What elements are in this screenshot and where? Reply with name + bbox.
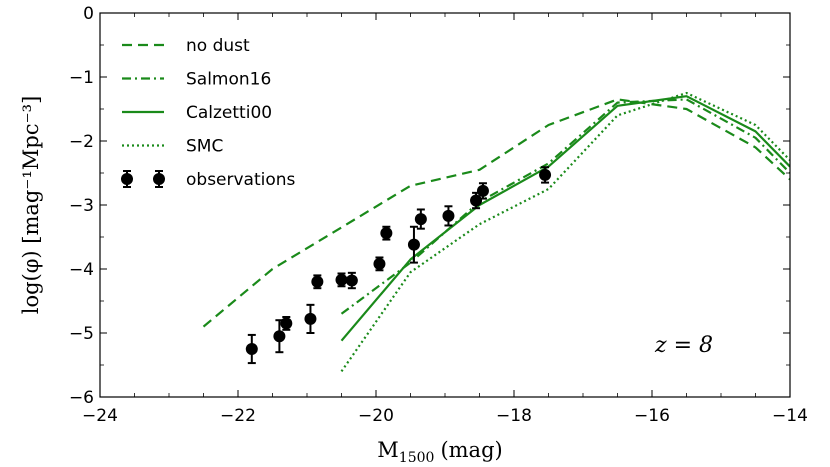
y-tick-label: −6 xyxy=(69,388,94,408)
x-tick-label: −20 xyxy=(358,406,394,426)
y-tick-label: −1 xyxy=(69,68,94,88)
observation-point xyxy=(280,317,293,330)
legend-marker xyxy=(121,173,133,185)
y-axis-label: log(φ) [mag⁻¹Mpc⁻³] xyxy=(19,96,43,315)
observation-point xyxy=(311,275,324,288)
series-line-calzetti00 xyxy=(340,95,790,342)
series-line-smc xyxy=(340,91,790,373)
observation-point xyxy=(442,209,455,222)
x-axis-label-unit: (mag) xyxy=(440,438,502,462)
observation-point xyxy=(414,213,427,226)
x-axis-label: M1500 (mag) xyxy=(377,438,502,466)
observation-point xyxy=(470,194,483,207)
observation-point xyxy=(273,330,286,343)
series-line-salmon16 xyxy=(340,98,790,315)
observation-point xyxy=(476,184,489,197)
legend-label: SMC xyxy=(186,137,223,157)
legend-label: Salmon16 xyxy=(186,70,271,90)
series-layer xyxy=(202,91,790,373)
x-tick-label: −18 xyxy=(496,406,532,426)
observation-point xyxy=(335,273,348,286)
legend-label: no dust xyxy=(186,36,250,56)
observation-point xyxy=(407,238,420,251)
observation-point xyxy=(304,312,317,325)
y-tick-label: −4 xyxy=(69,260,94,280)
observation-point xyxy=(380,227,393,240)
legend-label: observations xyxy=(186,170,296,190)
x-tick-label: −16 xyxy=(634,406,670,426)
y-tick-label: 0 xyxy=(83,4,94,24)
y-axis: 0 −1 −2 −3 −4 −5 −6 xyxy=(69,4,790,408)
x-tick-label: −24 xyxy=(82,406,118,426)
legend: no dust Salmon16 Calzetti00 SMC observations xyxy=(121,36,296,190)
y-tick-label: −2 xyxy=(69,132,94,152)
x-tick-label: −14 xyxy=(772,406,808,426)
observation-point xyxy=(539,168,552,181)
legend-label: Calzetti00 xyxy=(186,103,272,123)
redshift-annotation: z = 8 xyxy=(654,333,713,358)
y-tick-label: −5 xyxy=(69,324,94,344)
observations-layer xyxy=(245,166,552,365)
x-axis: −24 −22 −20 −18 −16 −14 xyxy=(82,13,808,426)
x-axis-label-main: M xyxy=(377,438,399,462)
series-line-no-dust xyxy=(202,98,790,328)
x-tick-label: −22 xyxy=(220,406,256,426)
observation-point xyxy=(345,274,358,287)
x-axis-label-sub: 1500 xyxy=(399,450,435,466)
y-tick-label: −3 xyxy=(69,196,94,216)
observation-point xyxy=(245,343,258,355)
observation-point xyxy=(373,257,386,270)
legend-marker xyxy=(153,173,165,185)
